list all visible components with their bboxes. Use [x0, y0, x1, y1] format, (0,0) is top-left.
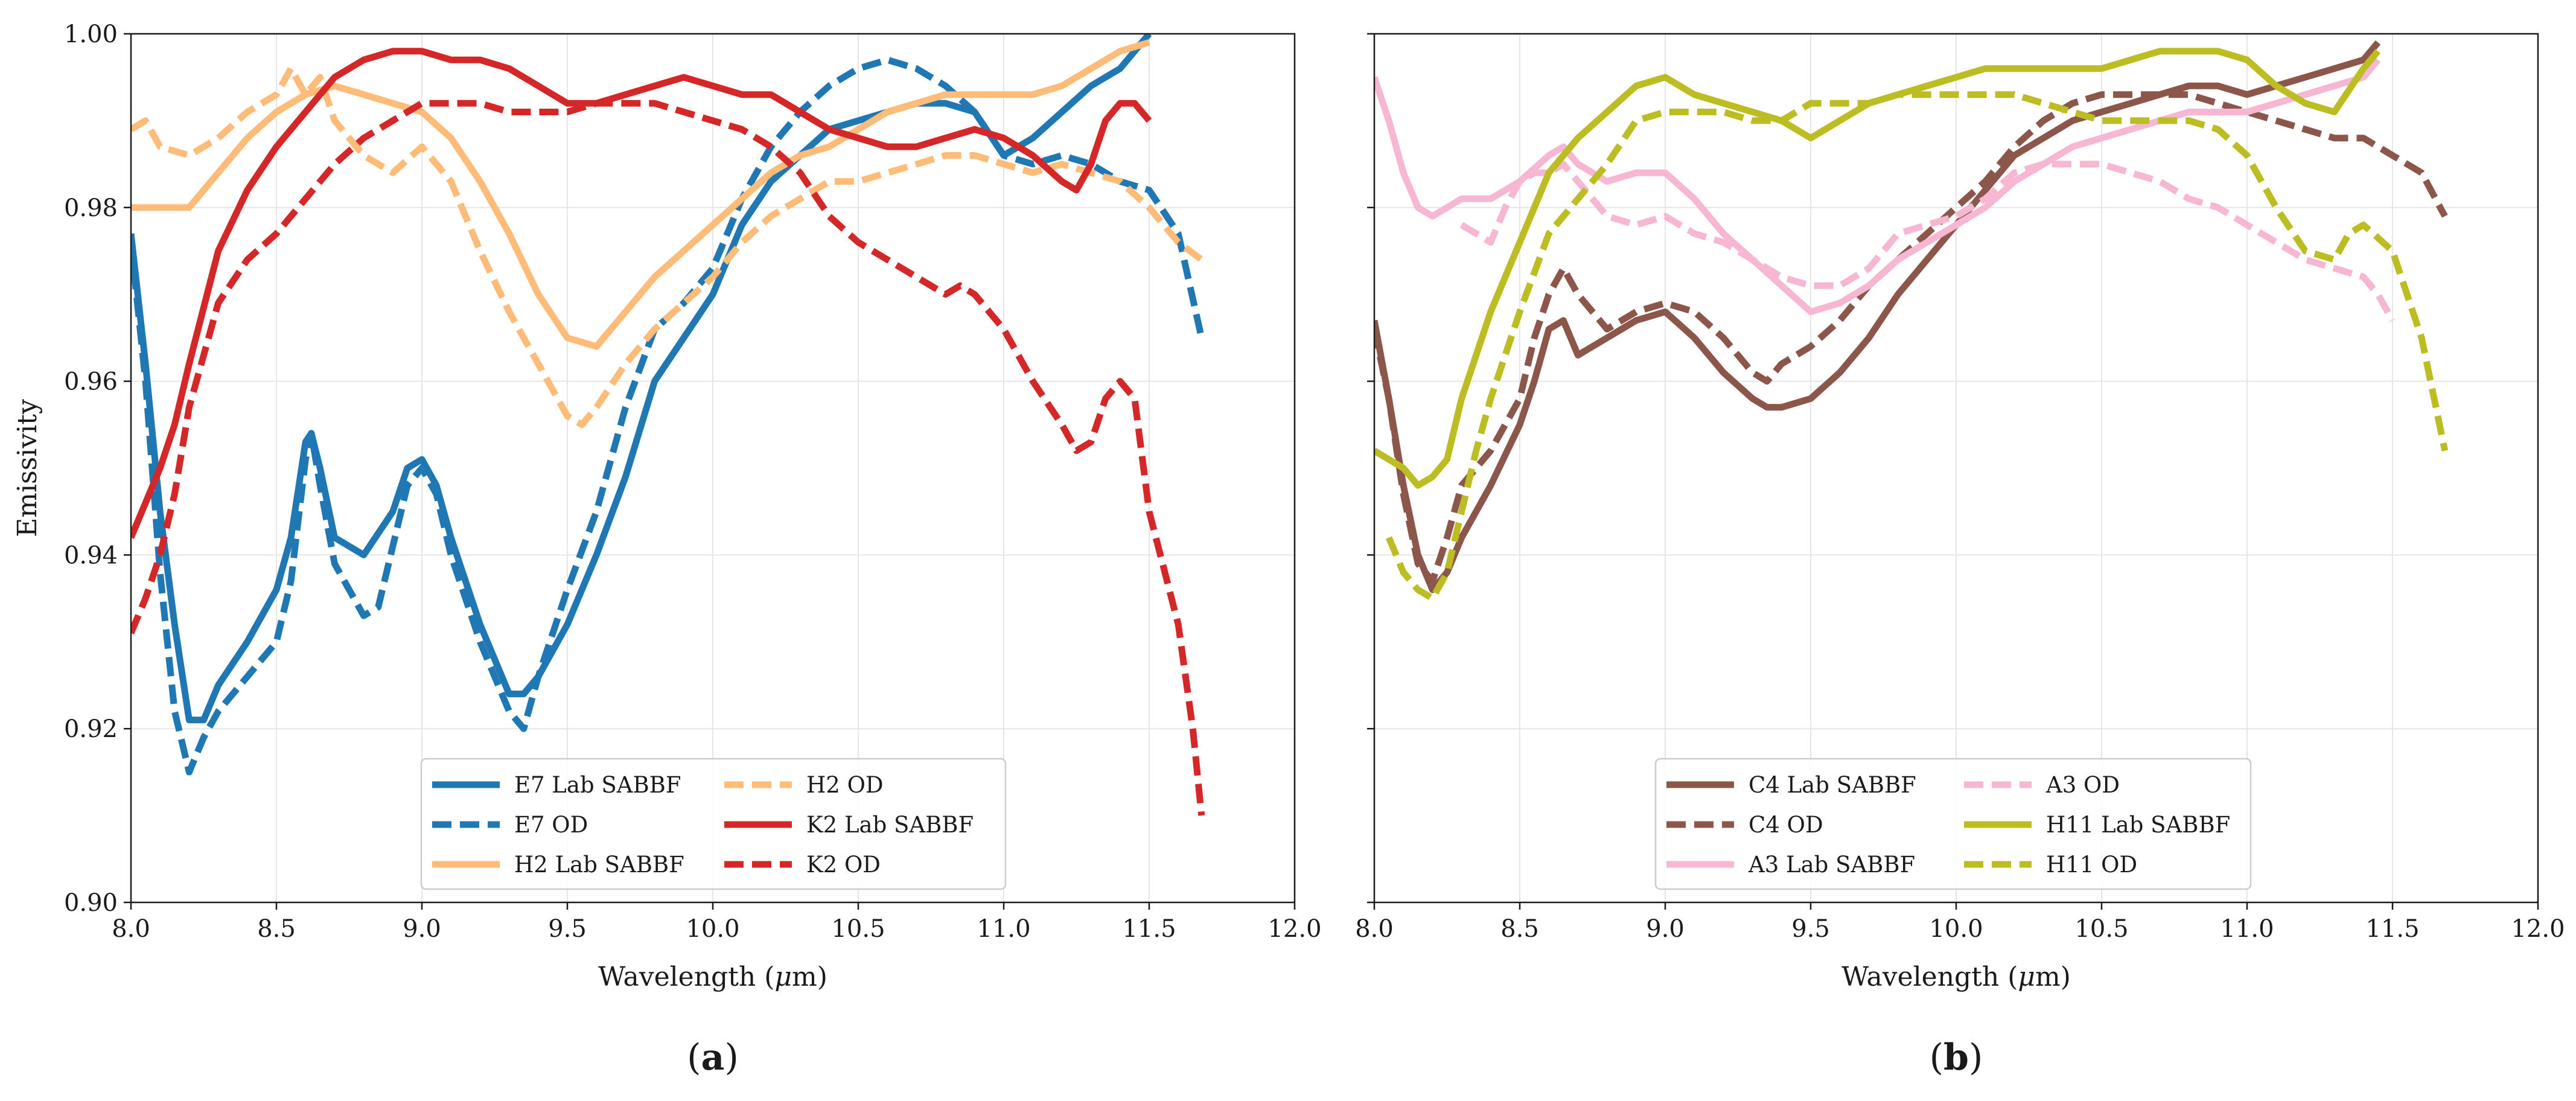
x-tick-label: 9.0: [1646, 915, 1685, 943]
x-axis-title-suffix: m): [2035, 962, 2071, 992]
x-tick-label: 8.5: [257, 915, 296, 943]
legend-label: H2 Lab SABBF: [514, 852, 684, 878]
x-tick-label: 8.0: [112, 915, 150, 943]
panel-label: (b): [1930, 1036, 1983, 1079]
series-line-h2-od: [131, 65, 1204, 429]
panel-label-letter: a: [701, 1036, 725, 1079]
x-tick-label: 11.0: [977, 915, 1030, 943]
series-line-c4-od: [1374, 91, 2448, 585]
x-axis-title-prefix: Wavelength (: [1841, 962, 2018, 992]
x-tick-label: 10.5: [2074, 915, 2128, 943]
series-group: [131, 34, 1205, 816]
y-tick-label: 1.00: [64, 21, 118, 48]
series-line-e7-od: [131, 56, 1205, 776]
series-line-c4-lab-sabbf: [1374, 40, 2381, 593]
series-group: [1374, 40, 2449, 602]
x-tick-label: 10.0: [1929, 915, 1983, 943]
legend: E7 Lab SABBF E7 OD H2 Lab SABBF H2 OD K2 Lab…: [420, 758, 1007, 890]
x-axis-title: Wavelength (μm): [598, 962, 827, 992]
series-line-k2-lab-sabbf: [131, 48, 1152, 539]
legend-label: E7 OD: [514, 812, 588, 838]
x-tick-label: 9.0: [403, 915, 441, 943]
legend-label: A3 OD: [2045, 772, 2120, 798]
legend: C4 Lab SABBF C4 OD A3 Lab SABBF A3 OD H11 La…: [1654, 758, 2252, 890]
y-tick-label: 0.92: [64, 715, 118, 743]
x-tick-label: 9.5: [548, 915, 587, 943]
panel-label: (a): [687, 1036, 739, 1079]
y-tick-label: 0.90: [64, 889, 118, 917]
series-line-k2-od: [131, 100, 1205, 816]
x-tick-label: 8.5: [1500, 915, 1539, 943]
panel-label-letter: b: [1943, 1036, 1969, 1079]
legend-label: K2 OD: [806, 852, 881, 878]
legend-box: [420, 758, 1007, 890]
legend-label: K2 Lab SABBF: [806, 812, 974, 838]
y-tick-label: 0.98: [64, 194, 118, 222]
x-axis-title-prefix: Wavelength (: [598, 962, 774, 992]
x-tick-label: 9.5: [1791, 915, 1830, 943]
legend-label: H11 OD: [2046, 852, 2137, 878]
x-tick-label: 11.5: [1122, 915, 1176, 943]
x-tick-label: 10.0: [686, 915, 739, 943]
series-line-h11-lab-sabbf: [1374, 48, 2381, 489]
x-axis-title-suffix: m): [792, 962, 827, 992]
legend-box: [1654, 758, 2252, 890]
x-tick-label: 11.5: [2365, 915, 2419, 943]
series-line-h11-od: [1386, 91, 2449, 602]
panel-label-open: (: [687, 1036, 701, 1079]
legend-label: H2 OD: [806, 772, 884, 798]
series-line-a3-lab-sabbf: [1374, 57, 2381, 315]
legend-label: C4 OD: [1749, 812, 1823, 838]
legend-label: C4 Lab SABBF: [1749, 772, 1916, 798]
panel-label-close: ): [724, 1036, 738, 1079]
legend-label: H11 Lab SABBF: [2046, 812, 2230, 838]
x-axis-title: Wavelength (μm): [1841, 962, 2071, 992]
x-tick-label: 12.0: [2511, 915, 2565, 943]
y-tick-label: 0.94: [64, 541, 118, 569]
series-line-e7-lab-sabbf: [131, 34, 1152, 724]
x-tick-label: 8.0: [1355, 915, 1394, 943]
panel-label-open: (: [1930, 1036, 1943, 1079]
x-axis-title-mu: μ: [774, 962, 792, 992]
x-tick-label: 11.0: [2220, 915, 2274, 943]
x-tick-label: 10.5: [831, 915, 885, 943]
x-tick-label: 12.0: [1267, 915, 1321, 943]
panel-a-chart: 8.0 8.5 9.0 9.5 10.0 10.5 11.0 11.5 12.0 0.90 0.92…: [12, 21, 1322, 1079]
y-tick-label: 0.96: [64, 368, 118, 396]
x-axis-title-mu: μ: [2018, 962, 2035, 992]
y-axis-title: Emissivity: [12, 399, 43, 537]
series-line-h2-lab-sabbf: [131, 39, 1150, 350]
legend-label: A3 Lab SABBF: [1748, 852, 1915, 878]
series-line-a3-od: [1459, 161, 2396, 322]
panel-b-chart: 8.0 8.5 9.0 9.5 10.0 10.5 11.0 11.5 12.0 Waveleng…: [1355, 33, 2565, 1079]
panel-label-close: ): [1969, 1036, 1983, 1079]
legend-label: E7 Lab SABBF: [514, 772, 681, 798]
